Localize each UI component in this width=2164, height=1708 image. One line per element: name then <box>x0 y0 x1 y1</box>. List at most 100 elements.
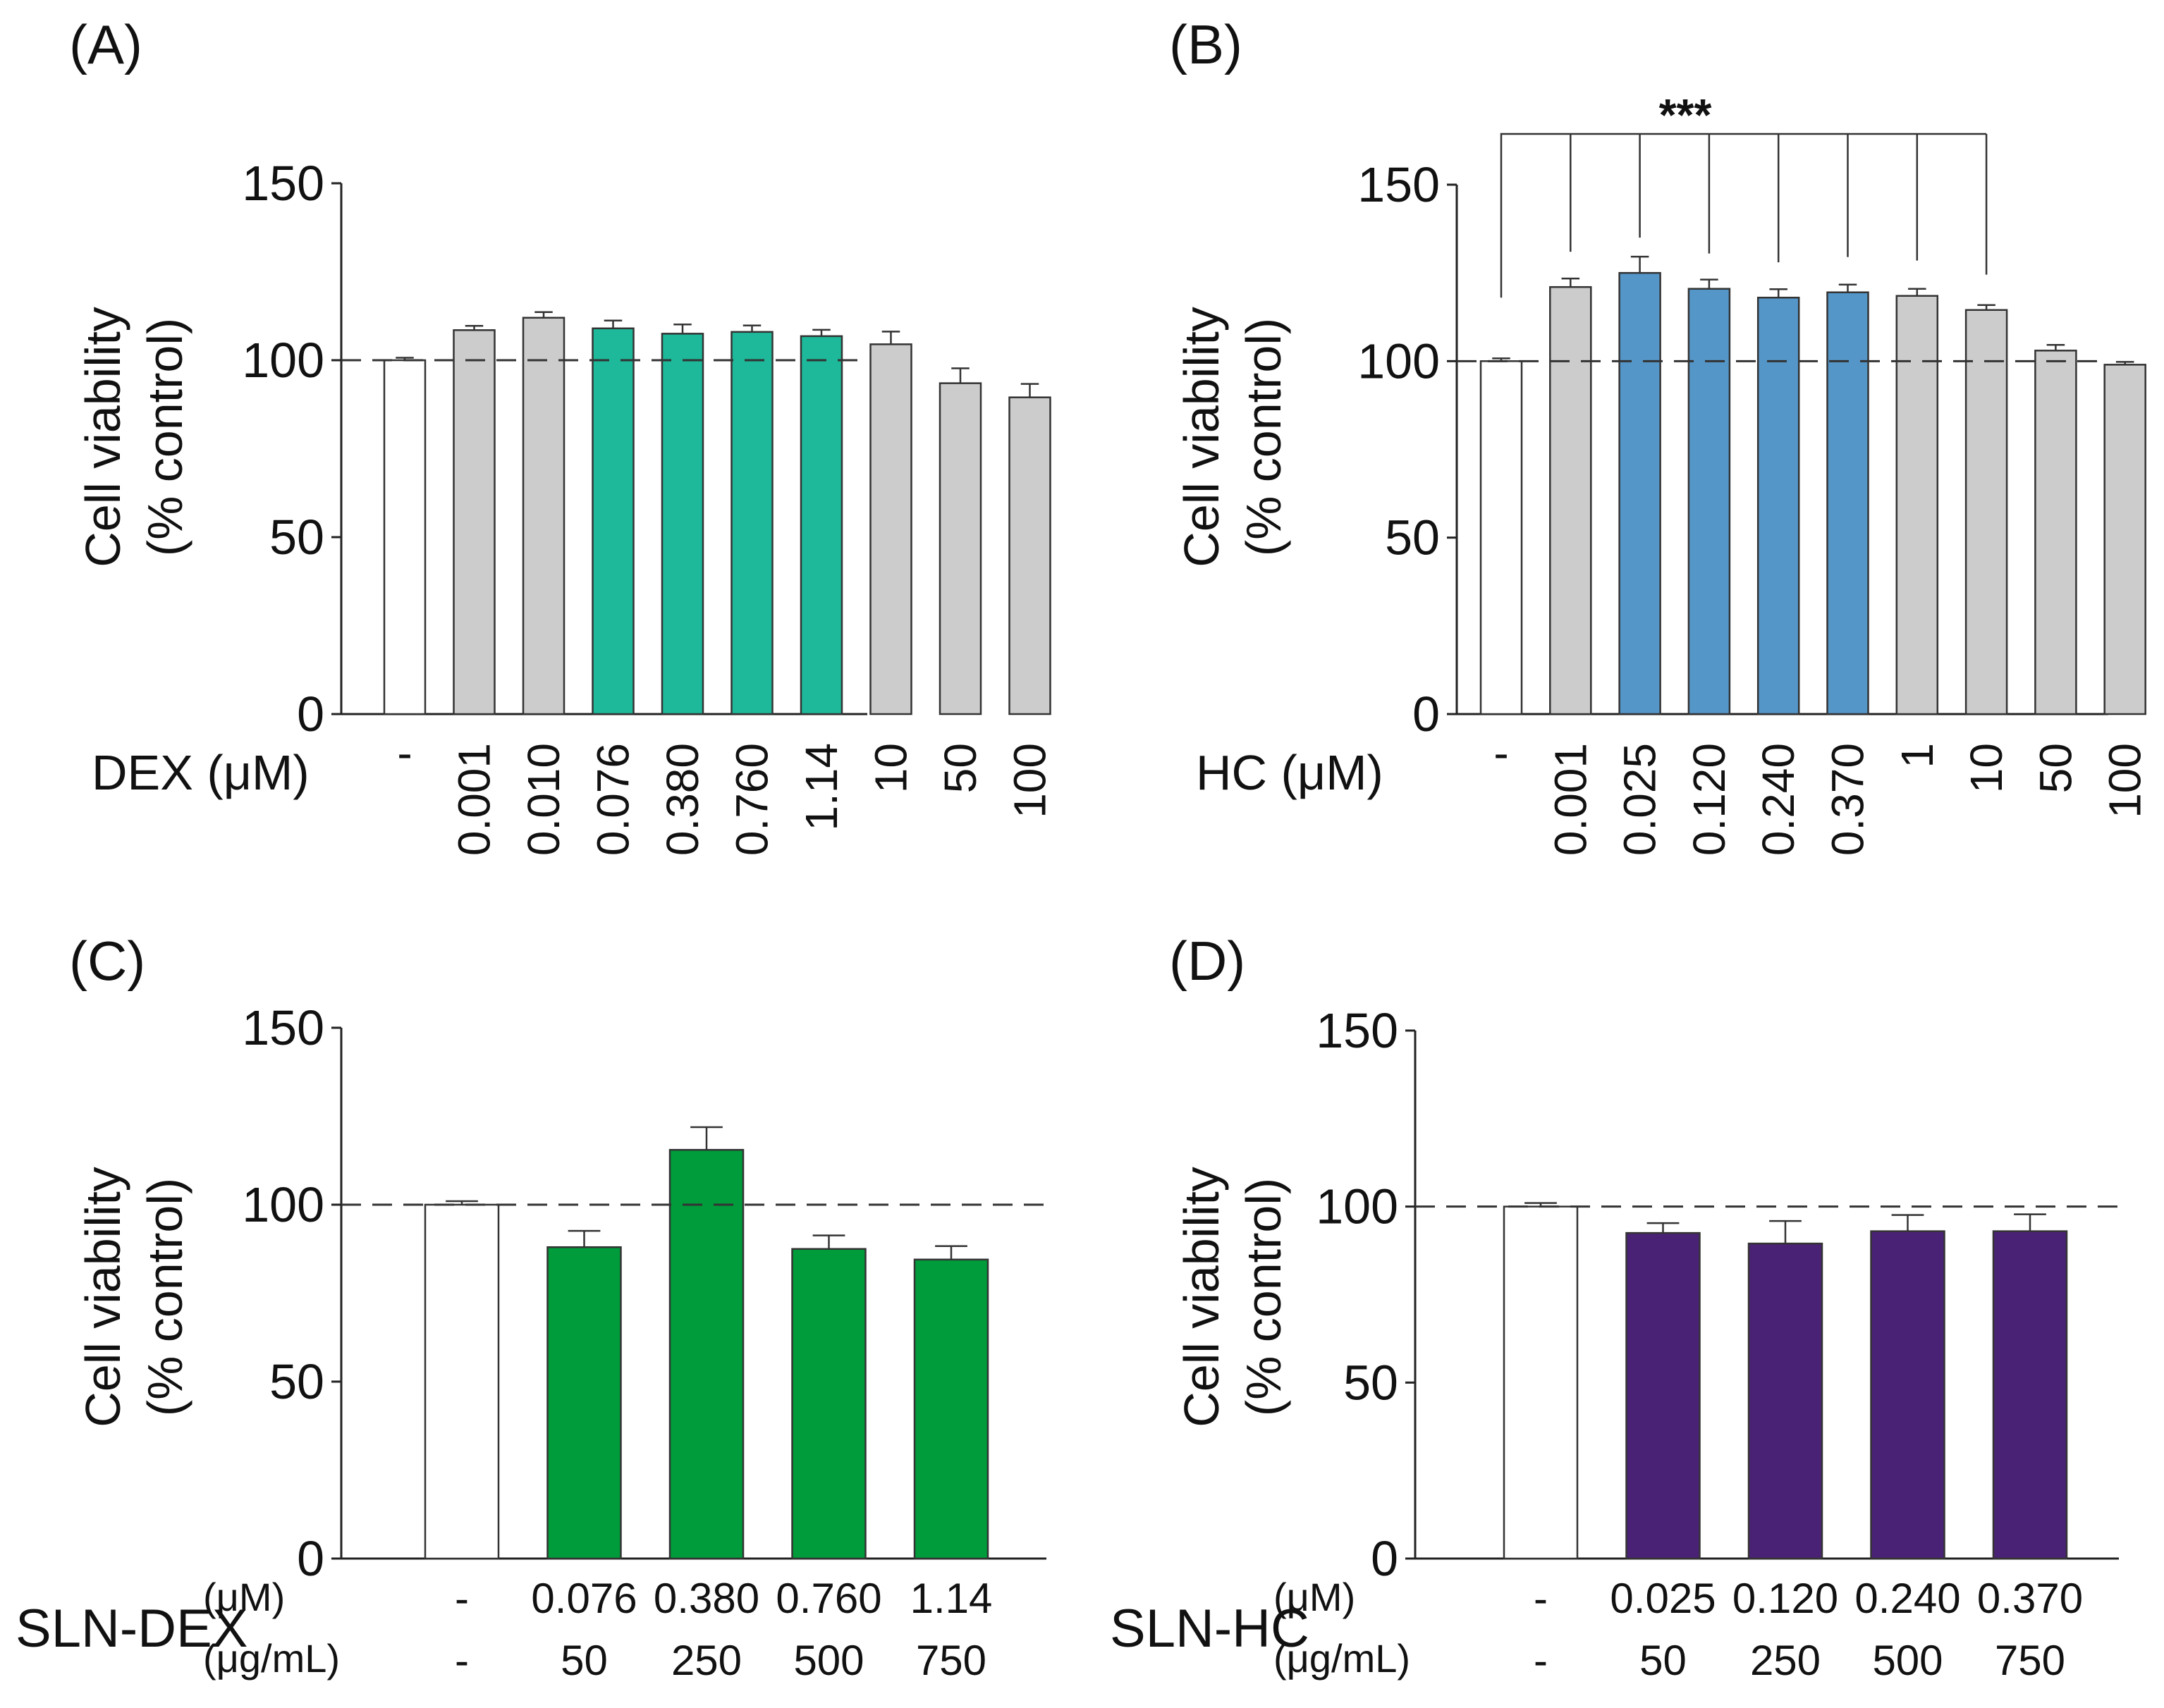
panel-d-marks: 0 50 100 150 - 0.025 0.120 0.240 0.370 - 50 250 500 7… <box>1316 1003 2119 1684</box>
panel-c-bar <box>791 1248 867 1560</box>
panel-c-unit-row2: (μg/mL) <box>203 1636 340 1681</box>
panel-d-x-category: 0.120 <box>1732 1575 1838 1622</box>
panel-b-ytick-label: 150 <box>1357 157 1440 212</box>
panel-c-x-category: 0.076 <box>531 1575 637 1622</box>
panel-a-bar <box>661 333 704 715</box>
panel-a-x-category: 0.001 <box>449 743 500 856</box>
panel-b-bar <box>1618 271 1661 715</box>
panel-d-x-category-row2: 50 <box>1639 1637 1687 1684</box>
panel-b-error-bar <box>1977 304 1995 310</box>
panel-a-x-category: 10 <box>866 743 917 793</box>
panel-d-ylabel-line2: (% control) <box>1236 1178 1291 1416</box>
panel-b-x-category: 50 <box>2030 743 2081 793</box>
panel-a-x-category: 0.076 <box>588 743 639 856</box>
panel-d-x-category: - <box>1534 1575 1548 1622</box>
panel-d-label: (D) <box>1169 930 1245 992</box>
panel-c-x-category-row2: 250 <box>671 1637 742 1684</box>
panel-d-error-bar <box>1891 1214 1924 1231</box>
panel-a-label: (A) <box>69 13 142 75</box>
panel-a-bar <box>383 359 427 715</box>
panel-a-ytick-label: 50 <box>269 510 324 565</box>
panel-d-x-category: 0.240 <box>1854 1575 1960 1622</box>
panel-a-x-category: 50 <box>935 743 986 793</box>
panel-c-x-category: 0.380 <box>654 1575 759 1622</box>
panel-c-bar <box>668 1148 745 1560</box>
panel-b-ytick-label: 0 <box>1412 687 1440 742</box>
panel-c-x-category-row2: 500 <box>793 1637 864 1684</box>
panel-c-error-bar <box>446 1200 478 1205</box>
panel-c-x-category: 0.760 <box>776 1575 881 1622</box>
panel-b-error-bar <box>1908 288 1926 296</box>
panel-b-error-bar <box>2046 344 2065 351</box>
panel-c-x-category: 1.14 <box>910 1575 993 1622</box>
panel-b-bar <box>1895 295 1939 715</box>
panel-b-bar <box>1964 309 2008 715</box>
panel-a-bar <box>869 343 912 715</box>
panel-a-x-category: 0.380 <box>657 743 708 856</box>
panel-d-bar <box>1870 1230 1945 1560</box>
panel-a-bar <box>800 335 843 715</box>
panel-c-ytick-label: 100 <box>242 1177 324 1232</box>
panel-d-x-category-row2: 250 <box>1750 1637 1821 1684</box>
panel-b-ytick-label: 50 <box>1385 510 1440 565</box>
panel-b-error-bar <box>1630 255 1649 274</box>
panel-d-error-bar <box>1769 1219 1802 1244</box>
panel-b-bar <box>1756 296 1800 715</box>
panel-c-label: (C) <box>69 930 145 992</box>
panel-a-error-bar <box>881 331 900 345</box>
panel-b-bar <box>1826 291 1869 715</box>
panel-d-x-category-row2: - <box>1534 1637 1548 1684</box>
panel-b-x-category: 0.370 <box>1823 743 1873 856</box>
panel-d-bar <box>1747 1242 1823 1560</box>
panel-b-xlabel: HC (μM) <box>1196 745 1383 800</box>
panel-d-ytick-label: 100 <box>1316 1179 1398 1234</box>
panel-a-error-bar <box>673 324 692 334</box>
panel-c-x-category-row2: 50 <box>561 1637 608 1684</box>
panel-a-ytick-label: 100 <box>242 333 324 388</box>
panel-d-error-bar <box>2014 1213 2046 1231</box>
panel-d-unit-row2: (μg/mL) <box>1273 1636 1410 1681</box>
panel-b-x-category: 100 <box>2100 743 2151 818</box>
panel-a-ytick-label: 0 <box>297 687 324 742</box>
panel-c-unit-row1: (μM) <box>203 1575 285 1619</box>
panel-a-marks: 0 50 100 150 - 0.001 0.010 0.076 0.380 0.760 1.14 1… <box>242 156 1055 856</box>
panel-c-error-bar <box>935 1245 967 1260</box>
panel-a-error-bar <box>1020 383 1039 398</box>
panel-d-bar <box>1625 1231 1701 1560</box>
panel-a-bar <box>592 327 635 715</box>
panel-d: (D) Cell viability (% control) SLN-HC (μ… <box>1110 930 2119 1684</box>
panel-b-error-bar <box>1700 278 1718 289</box>
panel-b-marks: 0 50 100 150 - 0.001 0.025 0.120 0.240 0.370 1 10 50… <box>1357 133 2151 856</box>
panel-d-x-category-row2: 500 <box>1872 1637 1943 1684</box>
panel-c: (C) Cell viability (% control) SLN-DEX (… <box>16 930 1046 1684</box>
panel-b-bar <box>1549 285 1592 715</box>
panel-b-bar <box>2103 364 2146 715</box>
panel-a-error-bar <box>534 311 553 318</box>
panel-b-error-bar <box>1769 288 1787 298</box>
panel-b-bar <box>1479 360 1523 715</box>
panel-c-ylabel-line1: Cell viability <box>75 1167 130 1427</box>
panel-a-bar <box>522 317 566 715</box>
panel-a-error-bar <box>951 367 970 383</box>
panel-b-significance: *** <box>1659 90 1712 140</box>
panel-c-x-category-row2: 750 <box>916 1637 986 1684</box>
panel-c-ytick-label: 150 <box>242 1000 324 1055</box>
panel-b-error-bar <box>1838 283 1857 293</box>
panel-c-bar <box>424 1203 500 1560</box>
panel-b-x-category: 1 <box>1892 743 1943 768</box>
panel-b-significance-bracket <box>1500 133 1988 298</box>
panel-c-bar <box>913 1258 989 1560</box>
panel-c-error-bar <box>690 1126 723 1150</box>
panel-a-x-category: - <box>397 727 412 778</box>
panel-b-bar <box>2034 350 2077 715</box>
panel-b: (B) Cell viability (% control) HC (μM) *… <box>1169 13 2151 856</box>
panel-b-x-category: 0.120 <box>1684 743 1735 856</box>
panel-a-x-category: 0.760 <box>727 743 778 856</box>
panel-a-ytick-label: 150 <box>242 156 324 211</box>
panel-d-x-category: 0.370 <box>1977 1575 2083 1622</box>
panel-a-bar <box>1008 396 1051 715</box>
panel-b-x-category: - <box>1493 727 1508 778</box>
panel-d-ytick-label: 150 <box>1316 1003 1398 1058</box>
panel-b-ytick-label: 100 <box>1357 333 1440 388</box>
